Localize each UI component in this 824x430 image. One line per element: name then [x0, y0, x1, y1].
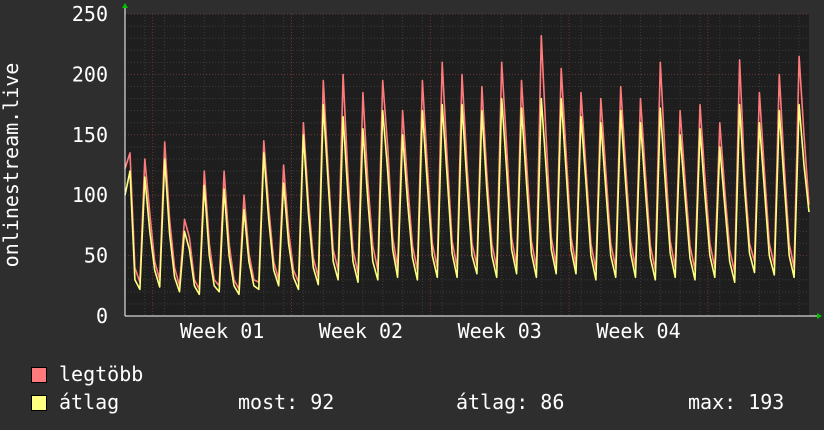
x-tick-label: Week 03 [458, 319, 542, 343]
y-tick-label: 50 [84, 244, 108, 268]
y-tick-labels: 0 50 100 150 200 250 [72, 2, 108, 328]
x-tick-label: Week 02 [319, 319, 403, 343]
y-axis-arrow [122, 3, 128, 8]
y-tick-label: 250 [72, 2, 108, 26]
legend-swatch-avg [31, 395, 47, 411]
series-lines [124, 34, 810, 296]
x-tick-labels: Week 01 Week 02 Week 03 Week 04 [180, 319, 681, 343]
y-tick-label: 0 [96, 304, 108, 328]
legend-label-avg: átlag [59, 390, 120, 414]
y-tick-label: 150 [72, 123, 108, 147]
y-axis-label: onlinestream.live [0, 63, 23, 268]
y-tick-label: 200 [72, 62, 108, 86]
y-tick-label: 100 [72, 183, 108, 207]
stat-average: átlag: 86 [456, 390, 565, 414]
x-tick-label: Week 01 [180, 319, 264, 343]
series-line-avg [124, 97, 810, 296]
stat-current: most: 92 [238, 390, 335, 414]
stat-maximum: max: 193 [688, 390, 785, 414]
legend-swatch-max [31, 367, 47, 383]
legend-label-max: legtöbb [59, 362, 144, 386]
x-tick-label: Week 04 [596, 319, 680, 343]
axes [122, 3, 822, 319]
x-axis-arrow [817, 313, 822, 319]
